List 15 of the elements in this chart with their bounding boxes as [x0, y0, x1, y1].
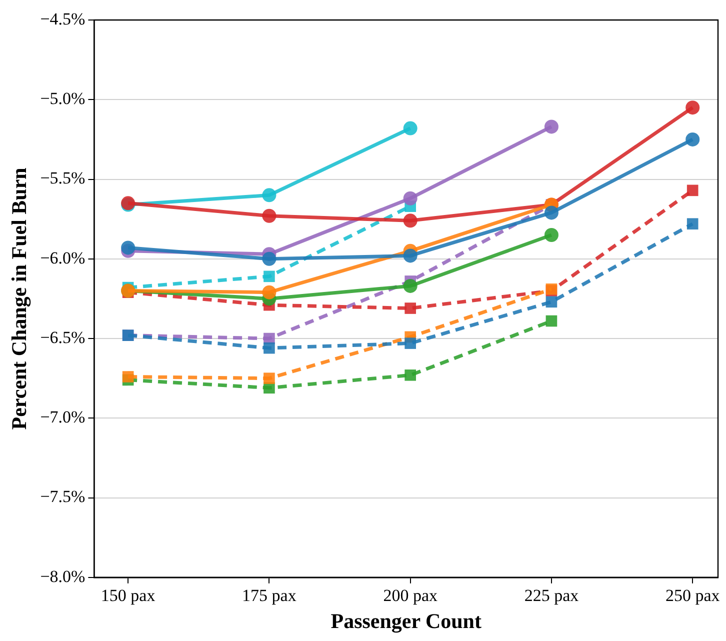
y-tick-label: −6.5% [40, 328, 86, 347]
x-tick-label: 150 pax [100, 586, 156, 606]
x-tick-label: 250 pax [665, 586, 720, 606]
y-axis-title: Percent Change in Fuel Burn [7, 167, 32, 430]
x-tick-label: 175 pax [242, 586, 297, 606]
y-tick-label: −4.5% [40, 9, 86, 28]
x-tick-label: 200 pax [383, 586, 438, 606]
x-axis-title: Passenger Count [330, 608, 482, 633]
x-tick-label: 225 pax [524, 586, 580, 606]
y-tick-label: −7.5% [40, 487, 86, 506]
y-tick-label: −5.5% [40, 168, 86, 188]
y-tick-label: −7.0% [40, 408, 86, 427]
y-tick-label: −5.0% [40, 89, 86, 108]
y-tick-label: −8.0% [40, 566, 86, 586]
y-tick-label: −6.0% [40, 248, 86, 268]
